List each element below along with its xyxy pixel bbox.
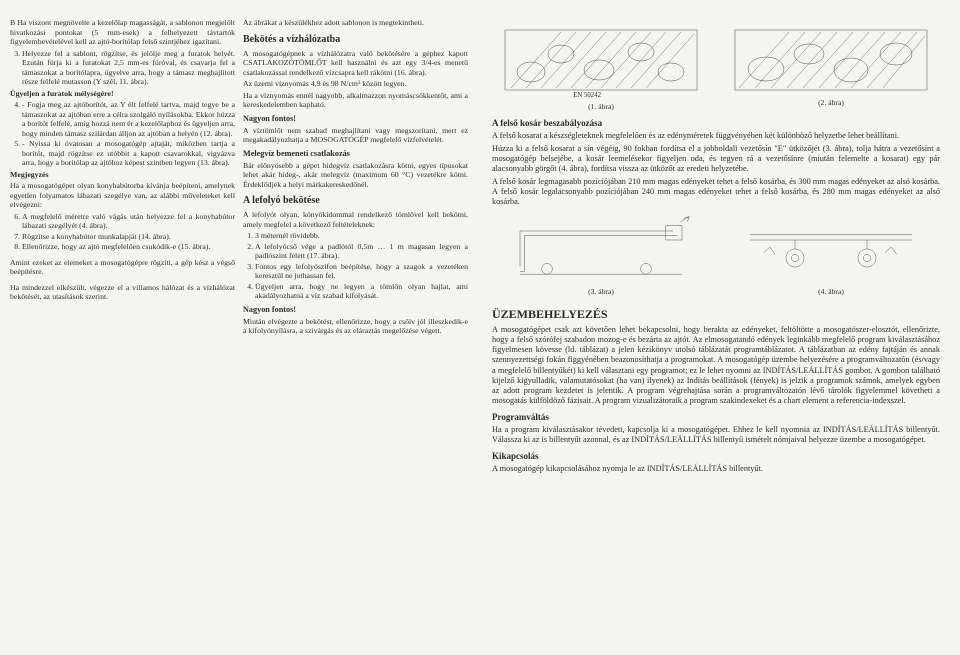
fig-2: (2. ábra) bbox=[722, 24, 940, 112]
h-meleg: Melegvíz bemeneti csatlakozás bbox=[243, 149, 468, 159]
lef-li1: 3 méternél rövidebb. bbox=[255, 231, 468, 241]
left-half: B Ha viszont megnövelte a kezelőlap maga… bbox=[0, 0, 480, 655]
fig-1-box bbox=[492, 24, 710, 96]
p-progv: Ha a program kiválasztásakor tévedett, k… bbox=[492, 425, 940, 445]
h-nagyon-2: Nagyon fontos! bbox=[243, 305, 468, 315]
figs-row-1: EN 50242 (1. ábra) bbox=[492, 24, 940, 112]
step-3: Helyezze fel a sablont, rögzítse, és jel… bbox=[22, 49, 235, 87]
lef-li3: Fontos egy lefolyószifon beépítése, hogy… bbox=[255, 262, 468, 281]
p-felso2: Húzza ki a felső kosarat a sín végéig, 9… bbox=[492, 144, 940, 174]
h-bekotes: Bekötés a vízhálózatba bbox=[243, 34, 468, 46]
p-uzembe: A mosogatógépet csak azt követően lehet … bbox=[492, 325, 940, 406]
p-nagyon-2: Miután elvégezte a bekötést, ellenőrizze… bbox=[243, 317, 468, 336]
step-4: - Fogja meg az ajtóborítót, az Y élt fel… bbox=[22, 100, 235, 138]
note-label: Megjegyzés bbox=[10, 170, 235, 180]
step-6: A megfelelő méretre való vágás után hely… bbox=[22, 212, 235, 231]
sablon-note: Az ábrákat a készülékhez adott sablonon … bbox=[243, 18, 468, 28]
h-nagyon-1: Nagyon fontos! bbox=[243, 114, 468, 124]
figs-row-2: (3. ábra) bbox=[492, 213, 940, 296]
rail-diagram-3-icon bbox=[492, 213, 710, 285]
fig-1: EN 50242 (1. ábra) bbox=[492, 24, 710, 112]
warn-depth-text: Ügyeljen a furatok mélységére! bbox=[10, 89, 114, 98]
step-5: - Nyissa ki óvatosan a mosogatógép ajtaj… bbox=[22, 139, 235, 168]
lef-li2: A lefolyócső vége a padlótól 0,5m … 1 m … bbox=[255, 242, 468, 261]
left-col-b: Az ábrákat a készülékhez adott sablonon … bbox=[243, 18, 468, 645]
p-nagyon-1: A víztömlőt nem szabad meghajlítani vagy… bbox=[243, 126, 468, 145]
fig-3-box bbox=[492, 213, 710, 285]
lef-li4: Ügyeljen arra, hogy ne legyen a tömlőn o… bbox=[255, 282, 468, 301]
p-meleg: Bár előnyösebb a gépet hidegvíz csatlako… bbox=[243, 161, 468, 190]
h-uzembe: ÜZEMBEHELYEZÉS bbox=[492, 307, 940, 322]
p-bek2: Az üzemi víznyomás 4,9 és 98 N/cm² közöt… bbox=[243, 79, 468, 89]
h-kikap: Kikapcsolás bbox=[492, 451, 940, 462]
fig-1-label: (1. ábra) bbox=[492, 102, 710, 111]
fig-4-box bbox=[722, 213, 940, 285]
h-lefoly: A lefolyó bekötése bbox=[243, 195, 468, 207]
right-half: EN 50242 (1. ábra) bbox=[480, 0, 960, 655]
p-felso1: A felső kosarat a készségleteknek megfel… bbox=[492, 131, 940, 141]
final-1: Amint ezeket az elemeket a mosogatógépre… bbox=[10, 258, 235, 277]
h-felso: A felső kosár beszabályozása bbox=[492, 118, 940, 129]
fig-3: (3. ábra) bbox=[492, 213, 710, 296]
p-bek3: Ha a víznyomás ennél nagyobb, alkalmazzo… bbox=[243, 91, 468, 110]
step-8: Ellenőrizze, hogy az ajtó megfelelően cs… bbox=[22, 242, 235, 252]
p-lef1: A lefolyót olyan, könyökidommal rendelke… bbox=[243, 210, 468, 229]
h-progv: Programváltás bbox=[492, 412, 940, 423]
left-col-a: B Ha viszont megnövelte a kezelőlap maga… bbox=[10, 18, 235, 645]
rack-diagram-2-icon bbox=[722, 24, 940, 96]
rack-diagram-1-icon bbox=[492, 24, 710, 96]
fig-2-box bbox=[722, 24, 940, 96]
step-7: Rögzítse a konyhabútor munkalapját (14. … bbox=[22, 232, 235, 242]
note-text: Ha a mosogatógépet olyan konyhabútorba k… bbox=[10, 181, 235, 210]
fig-2-label: (2. ábra) bbox=[722, 98, 940, 107]
p-bek1: A mosogatógépnek a vízhálózatra való bek… bbox=[243, 49, 468, 78]
para-b: B Ha viszont megnövelte a kezelőlap maga… bbox=[10, 18, 235, 47]
fig-3-label: (3. ábra) bbox=[492, 287, 710, 296]
page-root: B Ha viszont megnövelte a kezelőlap maga… bbox=[0, 0, 960, 655]
p-kikap: A mosogatógép kikapcsolásához nyomja le … bbox=[492, 464, 940, 474]
final-2: Ha mindezzel elkészült, végezze el a vil… bbox=[10, 283, 235, 302]
fig-4: (4. ábra) bbox=[722, 213, 940, 296]
fig-4-label: (4. ábra) bbox=[722, 287, 940, 296]
warn-depth: Ügyeljen a furatok mélységére! bbox=[10, 89, 235, 99]
p-felso3: A felső kosár legmagasabb pozíciójában 2… bbox=[492, 177, 940, 207]
roller-diagram-4-icon bbox=[722, 213, 940, 285]
